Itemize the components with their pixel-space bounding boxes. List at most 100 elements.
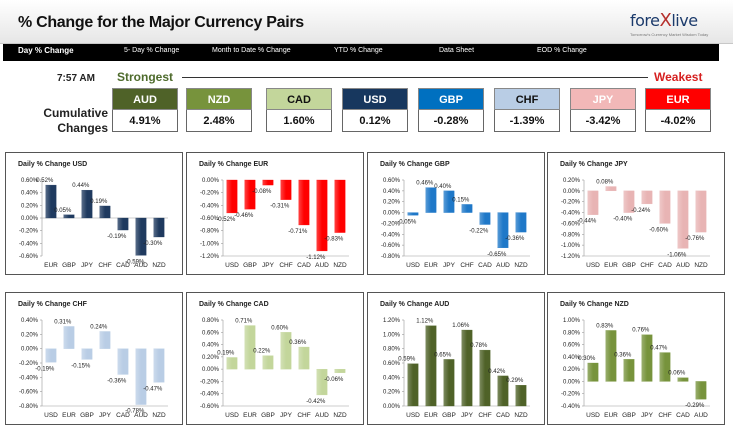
currency-code: GBP <box>418 88 484 110</box>
y-tick-label: 0.20% <box>21 203 39 209</box>
y-tick-label: 0.60% <box>563 343 581 349</box>
category-label: JPY <box>461 412 474 419</box>
bar-chart: 0.20% 0.00% -0.20% -0.40% -0.60% -0.80% -1.00%… <box>561 178 710 269</box>
category-label: GBP <box>622 412 636 419</box>
currency-cumulative-value: 2.48% <box>186 110 252 132</box>
chart-panel-jpy: Daily % Change JPY 0.20% 0.00% -0.20% -0.40%… <box>547 152 725 275</box>
bar <box>117 217 129 231</box>
data-label: -0.15% <box>71 363 91 369</box>
y-tick-label: 1.00% <box>383 332 401 338</box>
bar <box>298 179 310 226</box>
y-tick-label: 0.00% <box>563 189 581 195</box>
currency-box-usd: USD 0.12% <box>342 88 408 132</box>
nav-month-to-date[interactable]: Month to Date % Change <box>212 47 291 54</box>
category-label: GBP <box>442 412 456 419</box>
header-bar: % Change for the Major Currency Pairs fo… <box>0 0 733 44</box>
y-tick-label: 0.00% <box>21 347 39 353</box>
bar-chart: 1.00% 0.80% 0.60% 0.40% 0.20% 0.00% -0.20% -0.4… <box>561 318 710 419</box>
currency-cumulative-value: -4.02% <box>645 110 711 132</box>
y-tick-label: 0.20% <box>21 332 39 338</box>
bar <box>515 212 527 233</box>
category-label: EUR <box>243 412 257 419</box>
category-label: USD <box>406 262 420 269</box>
bar <box>695 381 707 400</box>
data-label: -0.52% <box>216 217 236 223</box>
y-tick-label: 0.40% <box>202 343 220 349</box>
currency-box-jpy: JPY -3.42% <box>570 88 636 132</box>
category-label: JPY <box>99 412 112 419</box>
chart-title: Daily % Change JPY <box>560 161 628 168</box>
category-label: AUD <box>134 262 148 269</box>
bar <box>135 348 147 405</box>
nav-eod-change[interactable]: EOD % Change <box>537 47 587 54</box>
data-label: 0.71% <box>235 319 253 325</box>
y-tick-label: -0.40% <box>200 392 220 398</box>
bar <box>99 205 111 219</box>
y-tick-label: 0.60% <box>383 361 401 367</box>
category-label: USD <box>406 412 420 419</box>
chart-panel-usd: Daily % Change USD 0.60% 0.40% 0.20% 0.00% -0… <box>5 152 183 275</box>
bar <box>461 204 473 213</box>
data-label: 0.19% <box>90 199 108 205</box>
chart-title: Daily % Change CHF <box>18 301 87 308</box>
data-label: 0.36% <box>289 340 307 346</box>
chart-title: Daily % Change USD <box>18 161 88 168</box>
data-label: 0.19% <box>217 350 235 356</box>
bar <box>226 179 238 214</box>
y-tick-label: 0.00% <box>383 211 401 217</box>
category-label: CHF <box>297 412 310 419</box>
y-tick-label: -0.20% <box>19 229 39 235</box>
y-tick-label: 0.80% <box>202 318 220 324</box>
currency-cumulative-value: -3.42% <box>570 110 636 132</box>
bar <box>81 348 93 360</box>
bar <box>623 190 635 213</box>
currency-code: EUR <box>645 88 711 110</box>
currency-box-chf: CHF -1.39% <box>494 88 560 132</box>
y-tick-label: 0.00% <box>383 404 401 410</box>
nav-5day-change[interactable]: 5- Day % Change <box>124 47 180 54</box>
y-tick-label: -0.80% <box>561 232 581 238</box>
y-tick-label: -0.60% <box>19 390 39 396</box>
bar <box>425 187 437 213</box>
bar <box>334 179 346 233</box>
y-tick-label: 0.40% <box>21 191 39 197</box>
currency-cumulative-value: -1.39% <box>494 110 560 132</box>
logo-wordmark: foreXlive <box>630 10 722 31</box>
category-label: AUD <box>315 412 329 419</box>
y-tick-label: 0.20% <box>563 178 581 184</box>
currency-code: NZD <box>186 88 252 110</box>
y-tick-label: -1.20% <box>561 254 581 260</box>
data-label: -0.19% <box>107 234 127 240</box>
y-tick-label: 0.00% <box>563 379 581 385</box>
nav-ytd-change[interactable]: YTD % Change <box>334 47 383 54</box>
nav-data-sheet[interactable]: Data Sheet <box>439 47 475 54</box>
forexlive-logo[interactable]: foreXlive Tomorrow's Currency Market Wis… <box>630 10 722 38</box>
chart-panel-eur: Daily % Change EUR 0.00% -0.20% -0.40% -0.60… <box>186 152 364 275</box>
y-tick-label: -0.20% <box>381 221 401 227</box>
category-label: USD <box>225 412 239 419</box>
category-label: AUD <box>134 412 148 419</box>
nav-day-change[interactable]: Day % Change <box>18 46 74 55</box>
category-label: NZD <box>333 412 347 419</box>
bar <box>81 189 93 219</box>
category-label: JPY <box>443 262 456 269</box>
currency-code: JPY <box>570 88 636 110</box>
bar-chart: 0.60% 0.40% 0.20% 0.00% -0.20% -0.40% -0.60% 0.… <box>19 178 168 269</box>
weakest-label: Weakest <box>654 70 703 84</box>
strength-arrow-line <box>182 77 648 78</box>
data-label: -0.05% <box>397 219 417 225</box>
category-label: CAD <box>658 262 672 269</box>
y-tick-label: -1.00% <box>561 243 581 249</box>
bar <box>262 179 274 186</box>
bar <box>641 190 653 205</box>
chart-title: Daily % Change GBP <box>380 161 450 168</box>
bar <box>226 357 238 370</box>
y-tick-label: 0.80% <box>563 330 581 336</box>
category-label: AUD <box>694 412 708 419</box>
category-label: NZD <box>694 262 708 269</box>
bar <box>443 359 455 407</box>
data-label: 0.22% <box>253 349 271 355</box>
y-tick-label: -0.40% <box>200 203 220 209</box>
currency-box-gbp: GBP -0.28% <box>418 88 484 132</box>
data-label: -0.29% <box>685 403 705 409</box>
